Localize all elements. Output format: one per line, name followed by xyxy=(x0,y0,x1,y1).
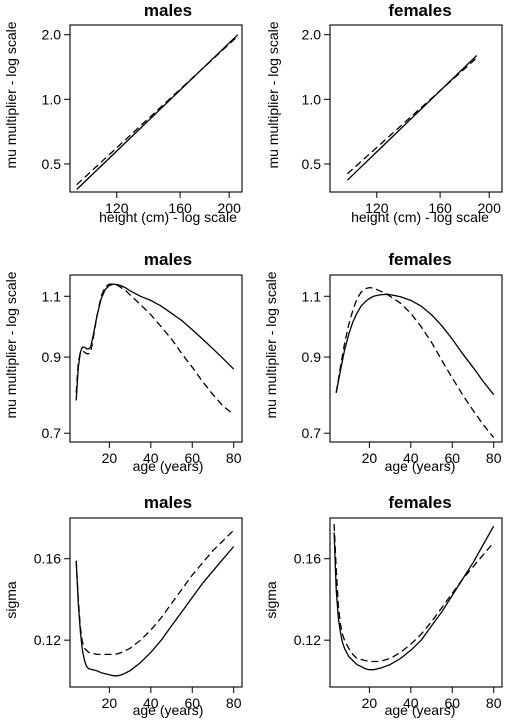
y-axis-label: sigma xyxy=(3,581,19,619)
x-tick-label: 40 xyxy=(143,450,159,466)
x-tick-label: 80 xyxy=(226,450,242,466)
y-axis-label: mu multiplier - log scale xyxy=(263,271,279,418)
plot-frame xyxy=(69,517,243,688)
x-tick-label: 40 xyxy=(143,695,159,711)
x-tick-label: 20 xyxy=(102,695,118,711)
plot-frame xyxy=(329,274,503,443)
solid-series-line xyxy=(75,283,235,401)
x-tick-label: 80 xyxy=(486,695,502,711)
y-tick-label: 0.7 xyxy=(42,425,62,441)
panel-title: males xyxy=(144,250,192,269)
plot-frame xyxy=(69,274,243,443)
solid-series-line xyxy=(333,525,495,671)
x-tick-label: 80 xyxy=(486,450,502,466)
x-axis-label: age (years) xyxy=(133,702,204,718)
solid-series-line xyxy=(75,546,235,677)
dashed-series-line xyxy=(333,524,495,663)
x-tick-label: 20 xyxy=(362,450,378,466)
y-tick-label: 0.16 xyxy=(294,551,321,567)
dashed-series-line xyxy=(346,57,478,175)
x-tick-label: 60 xyxy=(444,695,460,711)
panel-mu-age-females: females mu multiplier - log scale age (y… xyxy=(263,250,503,474)
x-tick-label: 40 xyxy=(403,450,419,466)
y-tick-label: 1.1 xyxy=(302,288,322,304)
y-tick-label: 0.9 xyxy=(302,349,322,365)
panel-title: females xyxy=(388,493,451,512)
y-tick-label: 0.9 xyxy=(42,349,62,365)
x-tick-label: 60 xyxy=(184,695,200,711)
y-tick-label: 1.1 xyxy=(42,288,62,304)
x-axis-label: height (cm) - log scale xyxy=(351,209,489,225)
x-tick-label: 160 xyxy=(168,200,192,216)
x-tick-label: 200 xyxy=(218,200,242,216)
y-tick-label: 2.0 xyxy=(42,27,62,43)
panel-height-females: females mu multiplier - log scale height… xyxy=(265,1,503,225)
y-tick-label: 0.5 xyxy=(42,156,62,172)
solid-series-line xyxy=(346,55,478,181)
panel-height-males: males mu multiplier - log scale height (… xyxy=(3,1,243,225)
dashed-series-line xyxy=(335,286,495,439)
plot-frame xyxy=(329,24,503,193)
y-tick-label: 2.0 xyxy=(302,27,322,43)
x-tick-label: 40 xyxy=(403,695,419,711)
plot-frame xyxy=(69,24,243,193)
y-axis-label: mu multiplier - log scale xyxy=(3,21,19,168)
y-axis-label: mu multiplier - log scale xyxy=(265,21,281,168)
x-tick-label: 20 xyxy=(362,695,378,711)
panel-title: females xyxy=(388,250,451,269)
y-tick-label: 0.7 xyxy=(302,425,322,441)
x-tick-label: 80 xyxy=(226,695,242,711)
panel-title: males xyxy=(144,1,192,20)
plot-frame xyxy=(329,517,503,688)
y-tick-label: 0.12 xyxy=(294,632,321,648)
solid-series-line xyxy=(335,293,495,396)
x-tick-label: 60 xyxy=(184,450,200,466)
x-axis-label: age (years) xyxy=(133,458,204,474)
x-tick-label: 120 xyxy=(365,200,389,216)
y-tick-label: 1.0 xyxy=(42,91,62,107)
y-tick-label: 0.12 xyxy=(34,632,61,648)
x-tick-label: 60 xyxy=(444,450,460,466)
x-axis-label: height (cm) - log scale xyxy=(99,209,237,225)
panel-title: males xyxy=(144,493,192,512)
x-axis-label: age (years) xyxy=(385,458,456,474)
dashed-series-line xyxy=(75,283,235,415)
x-axis-label: age (years) xyxy=(385,702,456,718)
x-tick-label: 120 xyxy=(105,200,129,216)
x-tick-label: 20 xyxy=(102,450,118,466)
y-tick-label: 0.16 xyxy=(34,551,61,567)
y-axis-label: sigma xyxy=(263,581,279,619)
y-axis-label: mu multiplier - log scale xyxy=(3,271,19,418)
dashed-series-line xyxy=(75,529,235,656)
dashed-series-line xyxy=(76,35,239,186)
y-tick-label: 1.0 xyxy=(302,91,322,107)
x-tick-label: 160 xyxy=(428,200,452,216)
y-tick-label: 0.5 xyxy=(302,156,322,172)
panel-title: females xyxy=(388,1,451,20)
panel-mu-age-males: males mu multiplier - log scale age (yea… xyxy=(3,250,243,474)
solid-series-line xyxy=(76,34,239,190)
panel-sigma-females: females sigma age (years) 20 40 60 80 0.12 0.… xyxy=(263,493,503,718)
x-tick-label: 200 xyxy=(478,200,502,216)
panel-sigma-males: males sigma age (years) 20 40 60 80 0.12 0.16 xyxy=(3,493,243,718)
